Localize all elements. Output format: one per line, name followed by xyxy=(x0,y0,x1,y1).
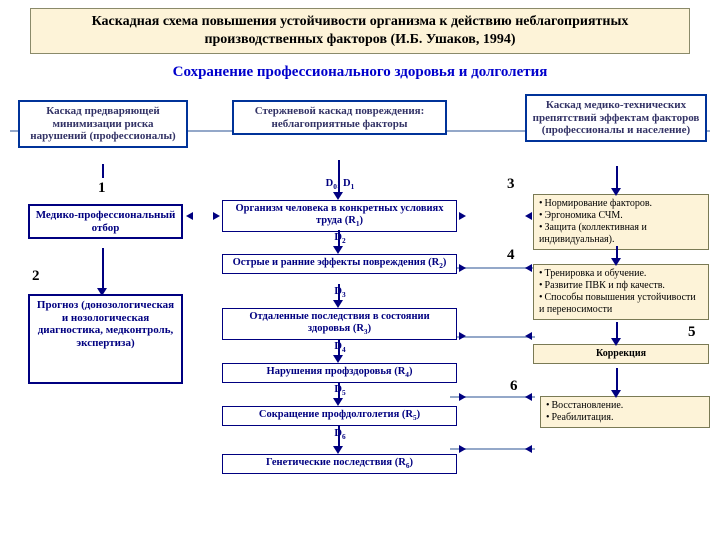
d2-label: D2 xyxy=(320,232,360,245)
v-c-1 xyxy=(338,160,340,194)
d5-label: D5 xyxy=(320,384,360,397)
left-box-2: Прогноз (донозологическая и нозологическ… xyxy=(28,294,183,384)
num-2: 2 xyxy=(32,268,40,285)
v-left-2 xyxy=(102,248,104,292)
r6-line1: Восстановление. xyxy=(546,400,704,412)
r4-line2: Развитие ПВК и пф качеств. xyxy=(539,280,703,292)
d6-label: D6 xyxy=(320,428,360,441)
left-box-1: Медико-профессиональный отбор xyxy=(28,204,183,239)
right-box-6: Восстановление. Реабилитация. xyxy=(540,396,710,428)
r4-line3: Способы повышения устойчивости и перенос… xyxy=(539,292,703,316)
a-r-3 xyxy=(611,338,621,346)
center-r3: Отдаленные последствия в состоянии здоро… xyxy=(222,308,457,340)
a-c-1 xyxy=(333,192,343,200)
left-cascade-box: Каскад предваряющей минимизации риска на… xyxy=(18,100,188,148)
num-1: 1 xyxy=(98,180,106,197)
center-r1: Организм человека в конкретных условиях … xyxy=(222,200,457,232)
right-cascade-box: Каскад медико-технических препятствий эф… xyxy=(525,94,707,142)
a-r-1 xyxy=(611,188,621,196)
r3-line3: Защита (коллективная и индивидуальная). xyxy=(539,222,703,246)
ar-l1 xyxy=(213,212,220,220)
center-r2: Острые и ранние эффекты повреждения (R2) xyxy=(222,254,457,274)
d3-label: D3 xyxy=(320,286,360,299)
right-box-5: Коррекция xyxy=(533,344,709,364)
a-c-5 xyxy=(333,398,343,406)
center-cascade-box: Стержневой каскад повреждения: неблагопр… xyxy=(232,100,447,135)
arrow-left-down xyxy=(97,288,107,296)
a-c-3 xyxy=(333,300,343,308)
right-box-4: Тренировка и обучение. Развитие ПВК и пф… xyxy=(533,264,709,320)
center-r6: Генетические последствия (R6) xyxy=(222,454,457,474)
v-left-1 xyxy=(102,164,104,178)
num-4: 4 xyxy=(507,247,515,264)
d4-label: D4 xyxy=(320,341,360,354)
ar-r4 xyxy=(459,393,466,401)
right-box-3: Нормирование факторов. Эргономика СЧМ. З… xyxy=(533,194,709,250)
ar-r5 xyxy=(459,445,466,453)
center-r4: Нарушения профздоровья (R4) xyxy=(222,363,457,383)
v-c-6 xyxy=(338,426,340,448)
al-r5 xyxy=(525,445,532,453)
r3-line1: Нормирование факторов. xyxy=(539,198,703,210)
al-r3 xyxy=(525,332,532,340)
a-c-6 xyxy=(333,446,343,454)
r6-line2: Реабилитация. xyxy=(546,412,704,424)
a-c-4 xyxy=(333,355,343,363)
a-c-2 xyxy=(333,246,343,254)
ar-r1 xyxy=(459,212,466,220)
a-r-2 xyxy=(611,258,621,266)
al-r2 xyxy=(525,264,532,272)
r4-line1: Тренировка и обучение. xyxy=(539,268,703,280)
al-l1 xyxy=(186,212,193,220)
center-r5: Сокращение профдолголетия (R5) xyxy=(222,406,457,426)
r3-line2: Эргономика СЧМ. xyxy=(539,210,703,222)
ar-r3 xyxy=(459,332,466,340)
subtitle: Сохранение профессионального здоровья и … xyxy=(60,64,660,81)
title-box: Каскадная схема повышения устойчивости о… xyxy=(30,8,690,54)
a-r-4 xyxy=(611,390,621,398)
num-3: 3 xyxy=(507,176,515,193)
num-5: 5 xyxy=(688,324,696,341)
al-r4 xyxy=(525,393,532,401)
ar-r2 xyxy=(459,264,466,272)
al-r1 xyxy=(525,212,532,220)
num-6: 6 xyxy=(510,378,518,395)
d01-label: D0; D1 xyxy=(300,178,380,191)
